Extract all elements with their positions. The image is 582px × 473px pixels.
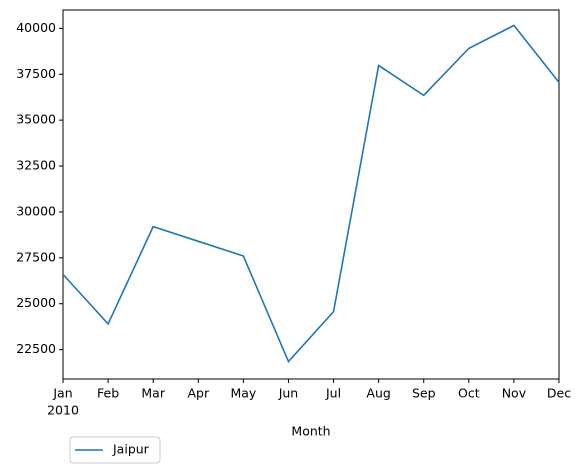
y-tick-label: 40000 <box>16 20 56 35</box>
y-tick-label: 25000 <box>16 295 56 310</box>
y-tick-label: 22500 <box>16 341 56 356</box>
y-tick-label: 30000 <box>16 203 56 218</box>
y-tick-label: 27500 <box>16 249 56 264</box>
x-tick-label: Jul <box>325 386 341 401</box>
legend-box <box>69 436 161 464</box>
x-year-label: 2010 <box>47 403 79 418</box>
legend-label: Jaipur <box>112 442 150 457</box>
x-tick-label: Jun <box>278 386 299 401</box>
x-tick-label: Dec <box>547 386 571 401</box>
y-tick-label: 32500 <box>16 158 56 173</box>
x-tick-label: Mar <box>141 386 165 401</box>
x-tick-label: Feb <box>97 386 119 401</box>
x-tick-label: May <box>230 386 256 401</box>
plot-frame <box>62 9 560 380</box>
x-tick-label: Oct <box>458 386 480 401</box>
x-tick-label: Nov <box>502 386 527 401</box>
y-tick-label: 37500 <box>16 66 56 81</box>
x-tick-label: Jan <box>52 386 72 401</box>
x-tick-label: Apr <box>187 386 209 401</box>
x-tick-label: Aug <box>366 386 390 401</box>
line-series <box>62 24 560 364</box>
y-tick-label: 35000 <box>16 112 56 127</box>
x-tick-label: Sep <box>412 386 436 401</box>
x-axis-label: Month <box>291 424 330 439</box>
